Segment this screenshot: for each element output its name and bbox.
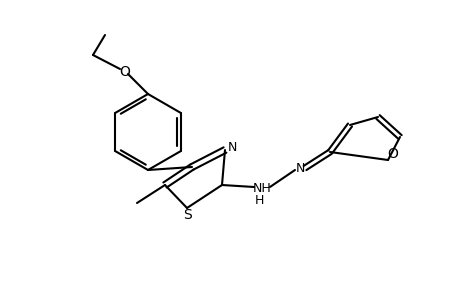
Text: H: H xyxy=(254,194,263,208)
Text: N: N xyxy=(227,140,236,154)
Text: O: O xyxy=(387,147,397,161)
Text: N: N xyxy=(295,161,304,175)
Text: O: O xyxy=(119,65,130,79)
Text: S: S xyxy=(183,208,192,222)
Text: NH: NH xyxy=(252,182,271,196)
